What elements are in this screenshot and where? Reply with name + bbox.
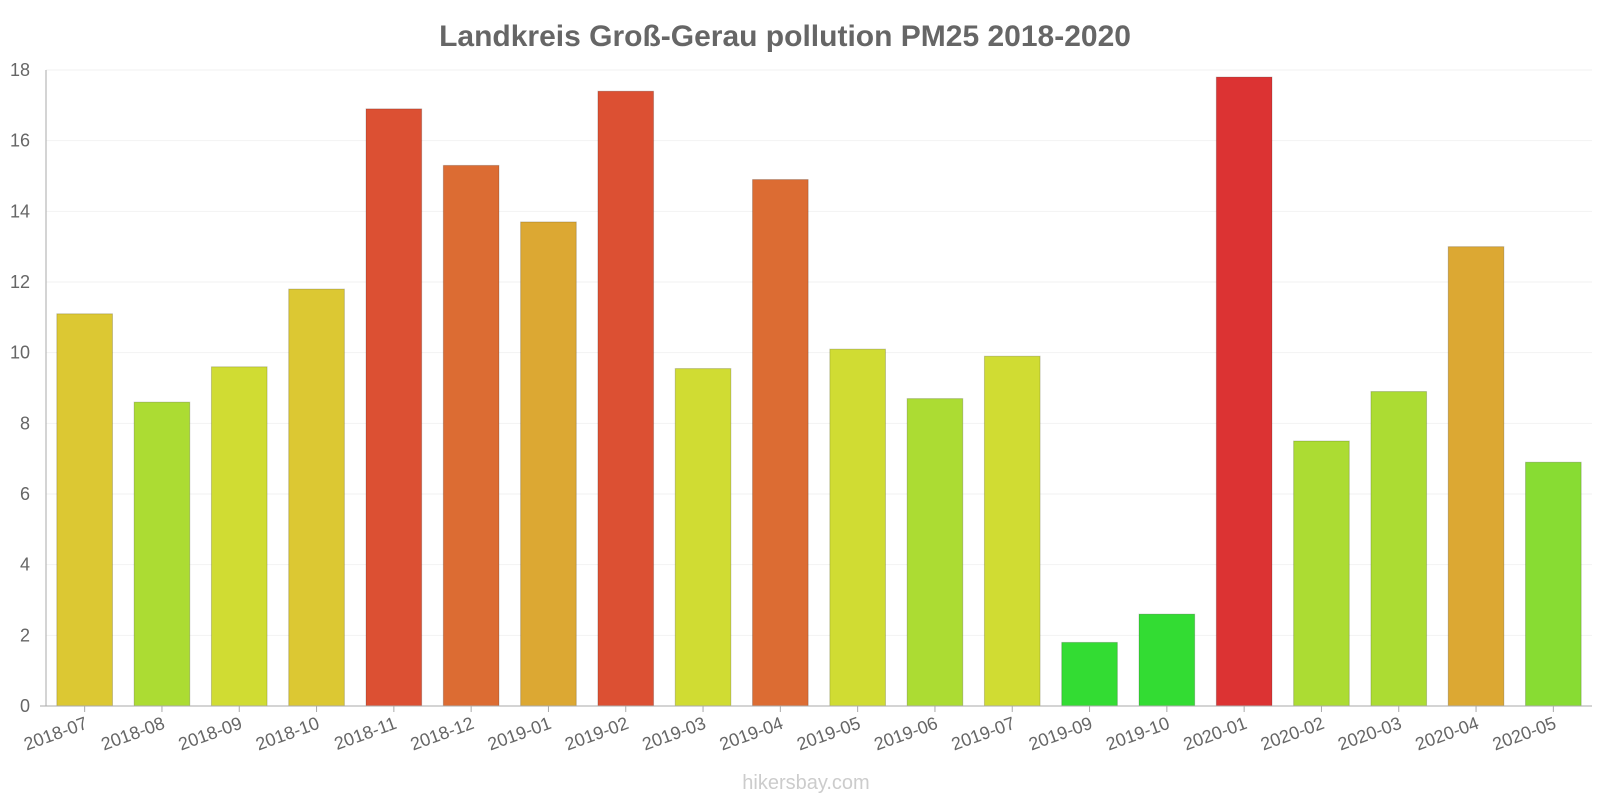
bar-2020-04 (1447, 246, 1505, 707)
x-tick-label: 2019-10 (1103, 713, 1172, 754)
bar-2019-03 (674, 368, 732, 707)
y-tick-label: 14 (10, 201, 30, 221)
x-tick-label: 2020-04 (1412, 713, 1481, 754)
y-tick-label: 10 (10, 343, 30, 363)
bar-2020-02 (1293, 440, 1350, 707)
x-tick-label: 2018-12 (408, 713, 477, 754)
bar-2019-04 (752, 179, 809, 707)
bar-2019-09 (1061, 641, 1118, 707)
bar-2018-12 (442, 164, 500, 707)
y-tick-label: 16 (10, 131, 30, 151)
watermark: hikersbay.com (742, 772, 869, 794)
bar-2018-09 (210, 366, 268, 707)
x-tick-label: 2019-06 (871, 713, 940, 754)
x-tick-label: 2019-01 (485, 713, 554, 754)
bar-2020-05 (1525, 461, 1582, 707)
x-tick-label: 2019-07 (949, 713, 1018, 754)
bar-2018-07 (56, 313, 113, 707)
y-tick-label: 18 (10, 60, 30, 80)
bar-2020-01 (1215, 76, 1273, 707)
bars (56, 76, 1582, 707)
x-tick-label: 2019-02 (562, 713, 631, 754)
bar-2019-05 (829, 348, 886, 707)
bar-2020-03 (1370, 391, 1428, 707)
x-tick-label: 2020-03 (1335, 713, 1404, 754)
y-tick-label: 8 (20, 413, 30, 433)
chart-title: Landkreis Groß-Gerau pollution PM25 2018… (439, 20, 1131, 53)
gridlines (46, 69, 1592, 636)
x-axis-ticks: 2018-07 2018-08 2018-09 2018-10 2018-11 2018-… (21, 706, 1559, 754)
bar-2019-01 (520, 221, 577, 707)
bar-2018-11 (365, 108, 423, 707)
y-tick-label: 4 (20, 555, 30, 575)
x-tick-label: 2018-07 (21, 713, 90, 754)
x-tick-label: 2018-08 (98, 713, 167, 754)
bar-2019-10 (1138, 613, 1196, 707)
y-tick-label: 0 (20, 696, 30, 716)
x-tick-label: 2019-09 (1026, 713, 1095, 754)
y-tick-label: 12 (10, 272, 30, 292)
x-tick-label: 2020-02 (1258, 713, 1327, 754)
x-tick-label: 2020-01 (1181, 713, 1250, 754)
bar-2019-07 (983, 355, 1041, 707)
bar-2018-08 (133, 401, 191, 707)
bar-2019-02 (597, 90, 655, 707)
bar-2018-10 (288, 288, 345, 707)
x-tick-label: 2019-04 (717, 713, 786, 754)
x-tick-label: 2018-10 (253, 713, 322, 754)
x-tick-label: 2020-05 (1490, 713, 1559, 754)
x-tick-label: 2019-03 (639, 713, 708, 754)
y-tick-label: 2 (20, 625, 30, 645)
y-tick-label: 6 (20, 484, 30, 504)
x-tick-label: 2018-11 (332, 713, 400, 754)
y-axis-ticks: 0 2 4 6 8 10 12 14 16 18 (10, 60, 30, 716)
bar-2019-06 (906, 398, 964, 707)
x-tick-label: 2018-09 (176, 713, 245, 754)
x-tick-label: 2019-05 (794, 713, 863, 754)
